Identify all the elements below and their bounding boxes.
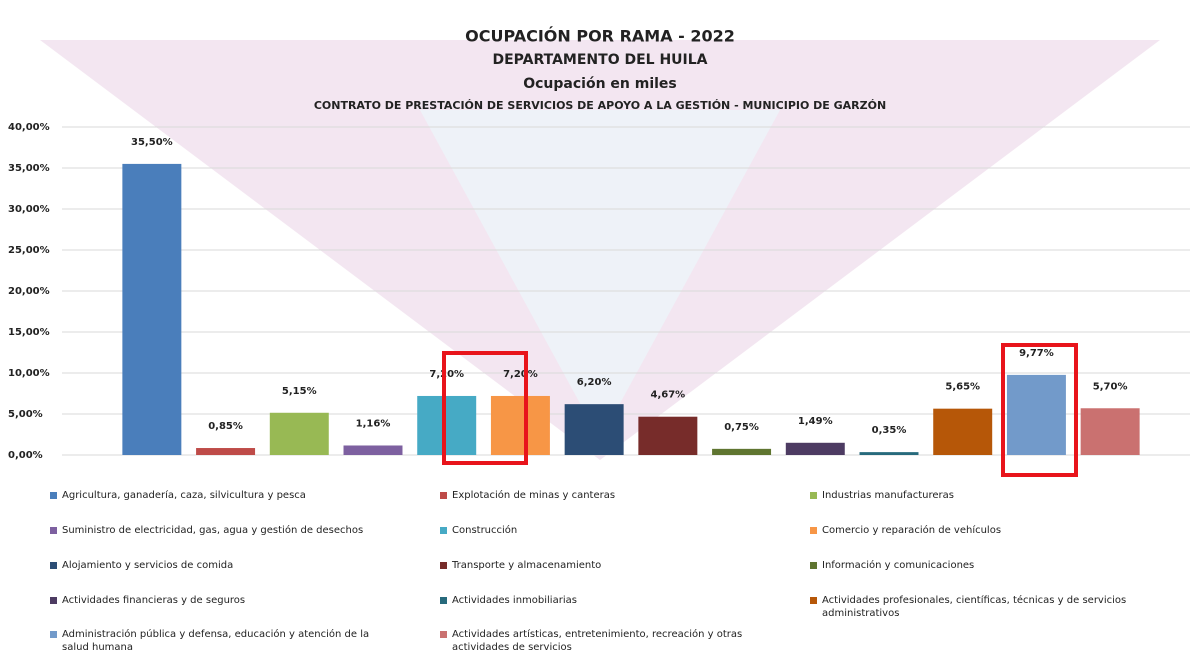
legend-entry: Actividades profesionales, científicas, … <box>810 594 1155 620</box>
y-tick-label: 0,00% <box>8 450 43 461</box>
y-tick-label: 20,00% <box>8 286 50 297</box>
y-tick-label: 40,00% <box>8 122 50 133</box>
legend-label: Agricultura, ganadería, caza, silvicultu… <box>62 490 306 501</box>
legend-entry: Agricultura, ganadería, caza, silvicultu… <box>50 489 395 502</box>
bar <box>859 452 919 455</box>
highlight-box <box>1001 343 1078 477</box>
legend-label: Comercio y reparación de vehículos <box>822 525 1002 536</box>
data-label: 5,65% <box>945 382 980 393</box>
legend-swatch <box>440 562 447 569</box>
legend-entry: Administración pública y defensa, educac… <box>50 628 395 654</box>
legend-entry: Alojamiento y servicios de comida <box>50 559 395 572</box>
data-label: 5,15% <box>282 386 317 397</box>
legend-entry: Comercio y reparación de vehículos <box>810 524 1155 537</box>
y-tick-label: 25,00% <box>8 245 50 256</box>
y-tick-label: 30,00% <box>8 204 50 215</box>
bar <box>1080 408 1140 455</box>
legend-swatch <box>440 631 447 638</box>
legend-entry: Explotación de minas y canteras <box>440 489 785 502</box>
legend-swatch <box>50 527 57 534</box>
legend-entry: Actividades artísticas, entretenimiento,… <box>440 628 785 654</box>
highlight-box <box>442 351 528 465</box>
bar <box>1006 374 1066 455</box>
legend-swatch <box>50 631 57 638</box>
bar <box>122 163 182 455</box>
data-label: 1,16% <box>356 418 391 429</box>
legend-label: Actividades profesionales, científicas, … <box>822 595 1127 619</box>
data-label: 5,70% <box>1093 381 1128 392</box>
legend-entry: Información y comunicaciones <box>810 559 1155 572</box>
legend-swatch <box>440 527 447 534</box>
bar <box>712 448 772 455</box>
data-label: 7,20% <box>429 369 464 380</box>
chart-title: OCUPACIÓN POR RAMA - 2022 <box>465 27 735 46</box>
legend-swatch <box>50 597 57 604</box>
y-tick-label: 10,00% <box>8 368 50 379</box>
legend-swatch <box>50 562 57 569</box>
bar <box>564 404 624 455</box>
legend-label: Actividades artísticas, entretenimiento,… <box>452 629 743 653</box>
data-label: 4,67% <box>651 390 686 401</box>
annotation: CONTRATO DE PRESTACIÓN DE SERVICIOS DE A… <box>314 99 886 112</box>
legend-entry: Suministro de electricidad, gas, agua y … <box>50 524 395 537</box>
legend-label: Actividades financieras y de seguros <box>62 595 246 606</box>
legend-swatch <box>50 492 57 499</box>
legend-label: Transporte y almacenamiento <box>452 560 602 571</box>
legend-swatch <box>440 597 447 604</box>
legend-label: Información y comunicaciones <box>822 560 975 571</box>
legend-entry: Industrias manufactureras <box>810 489 1155 502</box>
y-tick-label: 5,00% <box>8 409 43 420</box>
y-tick-label: 15,00% <box>8 327 50 338</box>
bar <box>343 445 403 455</box>
data-label: 7,20% <box>503 369 538 380</box>
data-label: 35,50% <box>131 137 173 148</box>
legend-entry: Actividades financieras y de seguros <box>50 594 395 607</box>
legend-entry: Actividades inmobiliarias <box>440 594 785 607</box>
bar <box>638 416 698 455</box>
y-tick-label: 35,00% <box>8 163 50 174</box>
bar <box>933 408 993 455</box>
legend-label: Actividades inmobiliarias <box>452 595 577 606</box>
legend-swatch <box>810 597 817 604</box>
data-label: 1,49% <box>798 416 833 427</box>
data-label: 9,77% <box>1019 348 1054 359</box>
data-label: 0,85% <box>208 421 243 432</box>
background-emblem <box>420 110 780 440</box>
data-label: 6,20% <box>577 377 612 388</box>
data-label: 0,35% <box>872 425 907 436</box>
legend-swatch <box>440 492 447 499</box>
legend-swatch <box>810 527 817 534</box>
bar <box>196 448 256 455</box>
legend-label: Administración pública y defensa, educac… <box>62 629 370 653</box>
chart-subtitle: DEPARTAMENTO DEL HUILA <box>492 52 707 68</box>
legend-label: Suministro de electricidad, gas, agua y … <box>62 525 364 536</box>
legend-entry: Construcción <box>440 524 785 537</box>
bar <box>785 442 845 455</box>
legend-label: Industrias manufactureras <box>822 490 954 501</box>
data-label: 0,75% <box>724 422 759 433</box>
annotation: Ocupación en miles <box>523 76 677 92</box>
bar <box>490 395 550 455</box>
legend-entry: Transporte y almacenamiento <box>440 559 785 572</box>
legend-label: Alojamiento y servicios de comida <box>62 560 234 571</box>
legend-swatch <box>810 492 817 499</box>
bar <box>417 395 477 455</box>
bar <box>269 412 329 455</box>
legend-label: Construcción <box>452 525 518 536</box>
legend-label: Explotación de minas y canteras <box>452 490 616 501</box>
legend-swatch <box>810 562 817 569</box>
